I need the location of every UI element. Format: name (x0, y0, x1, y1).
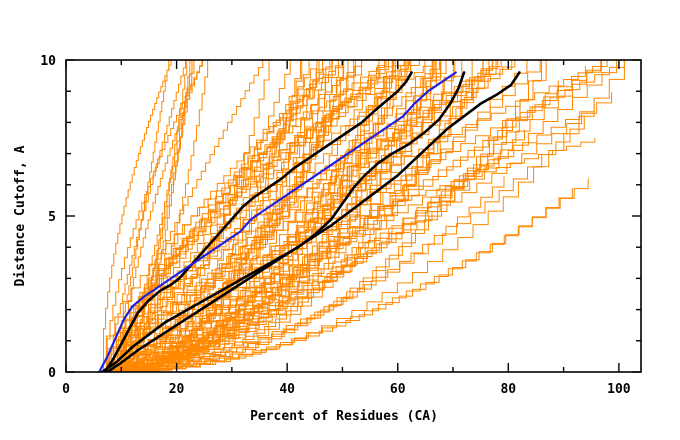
x-axis-label: Percent of Residues (CA) (250, 409, 438, 424)
ensemble-curve (120, 60, 409, 372)
ensemble-curve (96, 60, 603, 372)
ensemble-curve (118, 60, 343, 372)
ensemble-curve (119, 188, 573, 372)
y-axis-label: Distance Cutoff, A (13, 145, 28, 286)
tick-labels-layer: 0 20 40 60 80 100 0 5 10 (40, 54, 630, 397)
x-tick-label: 40 (279, 382, 295, 397)
ensemble-curve (104, 60, 204, 372)
ensemble-curve (108, 176, 505, 372)
ensemble-curve (106, 60, 187, 372)
curve-black-lower-b (106, 71, 521, 372)
ensemble-curve (117, 60, 420, 372)
ensemble-curve (101, 60, 172, 372)
ensemble-curve (97, 60, 389, 372)
axis-frame-layer (65, 59, 642, 373)
ensemble-curve (114, 60, 310, 372)
ensemble-curve (112, 178, 589, 372)
x-tick-label: 20 (169, 382, 185, 397)
highlighted-curves (98, 71, 521, 372)
x-tick-label: 100 (607, 382, 631, 397)
x-tick-label: 60 (390, 382, 406, 397)
ensemble-curve (109, 60, 625, 372)
ensemble-curve (121, 60, 433, 372)
ensemble-curve (104, 60, 318, 372)
ensemble-curve (116, 138, 596, 372)
ensemble-curve (103, 60, 406, 372)
ensemble-curve (107, 104, 595, 372)
y-tick-label: 5 (48, 210, 56, 225)
ensemble-curve (110, 60, 528, 372)
x-tick-label: 80 (500, 382, 516, 397)
ensemble-curve (97, 155, 499, 372)
ensemble-curve (109, 60, 513, 372)
ensemble-curve (98, 60, 493, 372)
ensemble-curve (119, 60, 441, 372)
ensemble-curve (116, 60, 618, 372)
ensemble-curve (101, 60, 502, 372)
ensemble-curve (101, 115, 585, 372)
ensemble-curve (97, 60, 387, 372)
curve-black-upper (103, 71, 413, 372)
ensemble-curve (99, 60, 349, 372)
ensemble-curve (116, 80, 559, 372)
ensemble-curve (102, 92, 613, 372)
y-tick-label: 10 (40, 54, 56, 69)
ensemble-curve (113, 60, 363, 372)
ensemble-curve (113, 66, 586, 372)
x-tick-label: 0 (62, 382, 70, 397)
ensemble-curves (96, 60, 625, 372)
ensemble-curve (96, 60, 456, 372)
curve-blue-reference (98, 71, 457, 372)
y-tick-label: 0 (48, 366, 56, 381)
data-curves-layer (96, 60, 625, 372)
